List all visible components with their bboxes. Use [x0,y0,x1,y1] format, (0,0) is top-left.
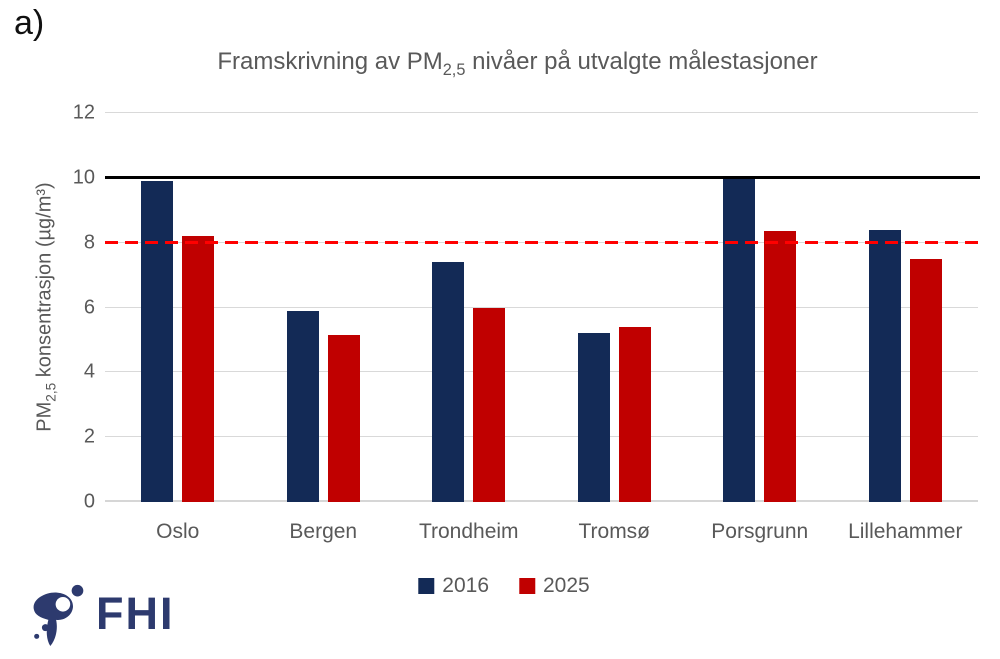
fhi-logo-mark [33,584,84,647]
chart-title-suffix: nivåer på utvalgte målestasjoner [465,48,818,75]
y-axis-tick-labels: 0 2 4 6 8 10 12 [40,102,95,513]
legend-item-2025: 2025 [519,574,590,598]
y-tick-label-2: 2 [83,425,95,448]
bar-2025-bergen [327,335,360,502]
bar-group-trondheim [396,113,542,502]
x-label-lillehammer: Lillehammer [848,520,963,543]
x-label-bergen: Bergen [289,520,358,543]
bar-2016-tromsø [577,333,610,502]
fhi-logo: FHI [26,580,175,648]
gridline-y-4 [105,371,978,373]
legend-swatch-2025 [519,578,535,594]
x-axis-line [105,500,978,502]
bar-2025-trondheim [473,307,506,502]
x-label-oslo: Oslo [156,520,200,543]
y-tick-label-4: 4 [83,360,95,383]
bar-group-tromsø [542,113,688,502]
chart-title-prefix: Framskrivning av PM [217,48,443,75]
chart-title: Framskrivning av PM2,5 nivåer på utvalgt… [35,48,1000,80]
gridline-y-2 [105,436,978,438]
y-tick-label-0: 0 [83,490,95,513]
bar-2016-oslo [141,181,174,502]
legend-swatch-2016 [418,578,435,594]
plot-area [105,112,980,502]
bar-2025-tromsø [618,326,651,502]
bar-2025-lillehammer [909,258,942,502]
bar-group-bergen [251,113,397,502]
gridline-y-12 [105,112,978,113]
figure-label: a) [14,4,45,42]
reference-line-10-solid [105,175,980,179]
y-tick-label-6: 6 [83,296,95,318]
bar-group-oslo [105,113,251,502]
chart-title-subscript: 2,5 [442,60,466,79]
bar-2016-trondheim [432,262,465,502]
y-tick-label-12: 12 [72,101,95,124]
legend-item-2016: 2016 [418,574,489,598]
x-axis-labels: Oslo Bergen Trondheim Tromsø Porsgrunn Lilleh… [105,520,978,544]
reference-line-8-dashed [105,240,980,244]
bar-2016-lillehammer [868,229,901,502]
y-tick-label-8: 8 [83,231,95,254]
legend-label-2016: 2016 [442,574,489,597]
y-tick-label-10: 10 [72,166,95,189]
gridline-y-6 [105,306,978,308]
x-label-porsgrunn: Porsgrunn [711,520,809,543]
bar-groups [105,113,978,502]
legend: 2016 2025 [418,574,590,598]
bar-2025-porsgrunn [764,231,797,502]
fhi-logo-text: FHI [96,588,175,639]
bar-group-porsgrunn [687,113,833,502]
legend-label-2025: 2025 [543,574,590,597]
bar-2016-bergen [286,310,319,502]
x-label-trondheim: Trondheim [418,520,519,543]
bar-2025-oslo [182,236,215,502]
bar-group-lillehammer [833,113,979,502]
x-label-tromsø: Tromsø [578,520,651,543]
bar-2016-porsgrunn [723,179,756,502]
